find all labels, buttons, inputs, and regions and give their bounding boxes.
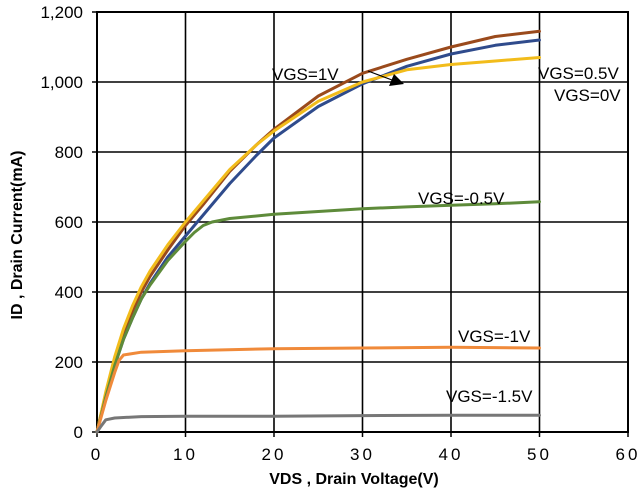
series-line-vgs-1-5v xyxy=(95,413,541,434)
series-line-vgs-0-5v xyxy=(95,200,541,434)
label-vgs-m1v: VGS=-1V xyxy=(458,327,531,346)
label-vgs-m15v: VGS=-1.5V xyxy=(446,387,533,406)
x-tick-label: 40 xyxy=(439,445,464,464)
label-vgs-05v: VGS=0.5V xyxy=(538,64,619,83)
vgs-1v-arrowhead xyxy=(389,74,404,86)
x-tick-label: 50 xyxy=(527,445,552,464)
y-tick-label: 400 xyxy=(55,283,83,302)
series-line-vgs-1v xyxy=(95,345,541,434)
vgs-1v-arrow-line xyxy=(367,70,393,81)
x-tick-label: 20 xyxy=(262,445,287,464)
x-tick-label: 30 xyxy=(350,445,375,464)
y-tick-label: 200 xyxy=(55,353,83,372)
series-line-vgs-0v xyxy=(95,56,541,434)
x-tick-label: 60 xyxy=(616,445,637,464)
series-lines xyxy=(95,29,541,434)
plot-frame xyxy=(92,11,629,437)
y-tick-label: 800 xyxy=(55,143,83,162)
y-tick-label: 600 xyxy=(55,213,83,232)
x-axis-title: VDS , Drain Voltage(V) xyxy=(269,471,439,488)
series-line-vgs-1v xyxy=(95,29,541,434)
y-tick-label: 0 xyxy=(74,423,83,442)
x-tick-label: 10 xyxy=(173,445,198,464)
label-vgs-1v: VGS=1V xyxy=(272,65,339,84)
y-tick-label: 1,200 xyxy=(40,3,83,22)
label-vgs-m05v: VGS=-0.5V xyxy=(418,189,505,208)
y-axis-title: ID , Drain Current(mA) xyxy=(9,151,26,320)
label-vgs-0v: VGS=0V xyxy=(554,86,621,105)
x-tick-label: 0 xyxy=(91,445,103,464)
y-tick-label: 1,000 xyxy=(40,73,83,92)
